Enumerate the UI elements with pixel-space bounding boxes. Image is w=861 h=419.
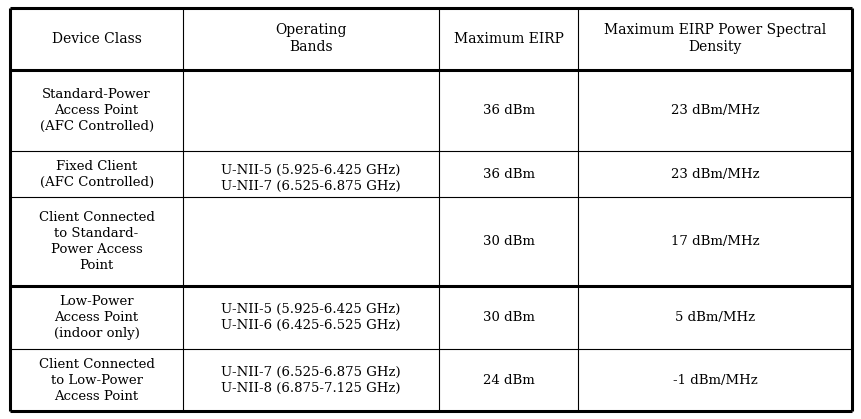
Text: Operating
Bands: Operating Bands xyxy=(275,23,346,54)
Text: Maximum EIRP: Maximum EIRP xyxy=(454,32,563,46)
Text: U-NII-7 (6.525-6.875 GHz)
U-NII-8 (6.875-7.125 GHz): U-NII-7 (6.525-6.875 GHz) U-NII-8 (6.875… xyxy=(221,366,400,395)
Text: 36 dBm: 36 dBm xyxy=(482,104,534,117)
Text: Low-Power
Access Point
(indoor only): Low-Power Access Point (indoor only) xyxy=(53,295,139,340)
Text: U-NII-5 (5.925-6.425 GHz)
U-NII-7 (6.525-6.875 GHz): U-NII-5 (5.925-6.425 GHz) U-NII-7 (6.525… xyxy=(221,164,400,193)
Text: 23 dBm/MHz: 23 dBm/MHz xyxy=(670,168,759,181)
Text: Fixed Client
(AFC Controlled): Fixed Client (AFC Controlled) xyxy=(40,160,153,189)
Text: Device Class: Device Class xyxy=(52,32,141,46)
Text: 24 dBm: 24 dBm xyxy=(482,374,534,387)
Text: 17 dBm/MHz: 17 dBm/MHz xyxy=(670,235,759,248)
Text: U-NII-5 (5.925-6.425 GHz)
U-NII-6 (6.425-6.525 GHz): U-NII-5 (5.925-6.425 GHz) U-NII-6 (6.425… xyxy=(221,303,400,332)
Text: 30 dBm: 30 dBm xyxy=(482,235,534,248)
Text: -1 dBm/MHz: -1 dBm/MHz xyxy=(672,374,757,387)
Text: Client Connected
to Standard-
Power Access
Point: Client Connected to Standard- Power Acce… xyxy=(39,211,154,272)
Text: 23 dBm/MHz: 23 dBm/MHz xyxy=(670,104,759,117)
Text: Client Connected
to Low-Power
Access Point: Client Connected to Low-Power Access Poi… xyxy=(39,358,154,403)
Text: 30 dBm: 30 dBm xyxy=(482,311,534,324)
Text: 5 dBm/MHz: 5 dBm/MHz xyxy=(674,311,754,324)
Text: 36 dBm: 36 dBm xyxy=(482,168,534,181)
Text: Standard-Power
Access Point
(AFC Controlled): Standard-Power Access Point (AFC Control… xyxy=(40,88,153,133)
Text: Maximum EIRP Power Spectral
Density: Maximum EIRP Power Spectral Density xyxy=(603,23,825,54)
